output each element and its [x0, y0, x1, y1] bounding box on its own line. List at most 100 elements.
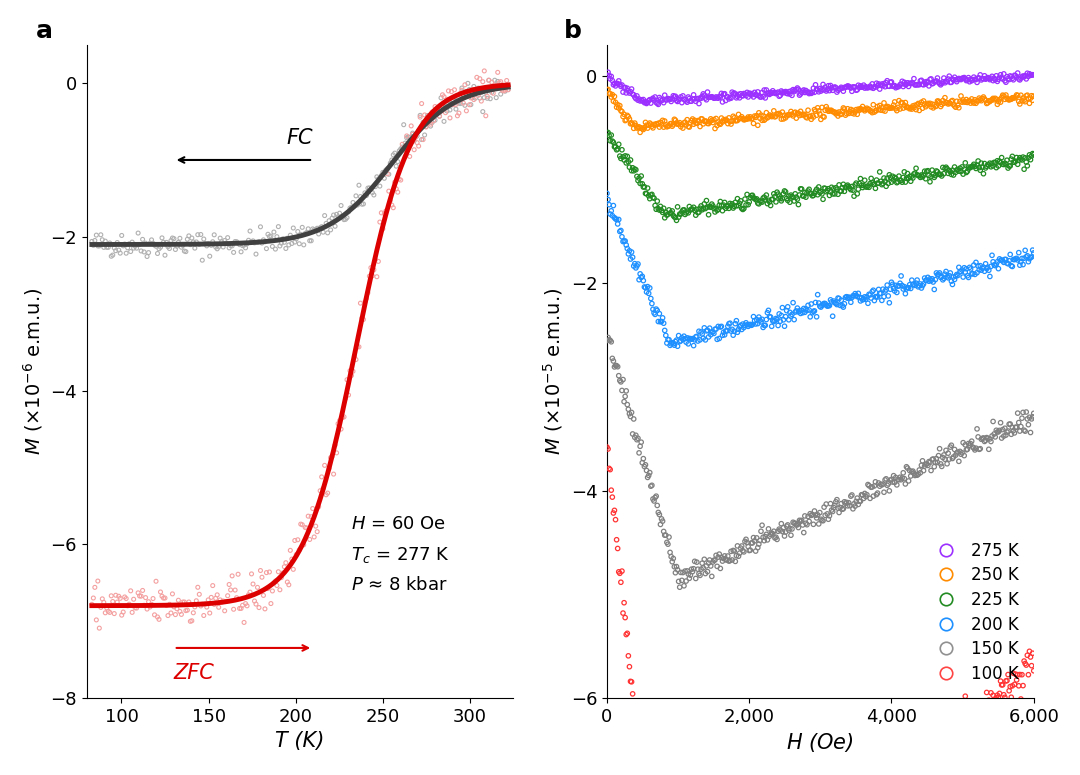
200 K [815, 298, 833, 310]
150 K [662, 550, 679, 563]
250 K [889, 102, 906, 114]
250 K [798, 112, 815, 124]
250 K [905, 102, 922, 114]
250 K [940, 98, 957, 110]
Point [376, 172, 393, 184]
275 K [629, 90, 646, 102]
275 K [986, 72, 1003, 84]
225 K [785, 195, 802, 207]
275 K [664, 90, 681, 102]
Point [165, 601, 183, 613]
275 K [1022, 69, 1039, 81]
150 K [674, 567, 691, 579]
Point [336, 411, 353, 423]
150 K [748, 532, 766, 544]
100 K [1015, 655, 1032, 667]
200 K [739, 319, 756, 331]
250 K [975, 91, 993, 103]
275 K [960, 71, 977, 84]
150 K [841, 499, 859, 512]
250 K [862, 105, 879, 117]
Point [210, 601, 227, 614]
275 K [958, 74, 975, 87]
250 K [961, 95, 978, 107]
Point [104, 595, 121, 608]
275 K [747, 88, 765, 101]
200 K [804, 307, 821, 319]
Point [298, 226, 315, 239]
Point [87, 614, 105, 626]
275 K [627, 92, 645, 105]
225 K [833, 185, 850, 198]
250 K [740, 111, 757, 123]
Point [349, 199, 366, 212]
225 K [987, 161, 1004, 174]
Point [203, 591, 220, 604]
150 K [838, 496, 855, 508]
Point [495, 84, 512, 97]
275 K [729, 91, 746, 103]
150 K [800, 515, 818, 528]
200 K [631, 274, 648, 286]
275 K [689, 92, 706, 105]
275 K [820, 80, 837, 92]
Point [316, 459, 334, 471]
150 K [766, 525, 783, 537]
150 K [877, 473, 894, 485]
250 K [746, 110, 764, 122]
225 K [700, 208, 717, 221]
150 K [791, 514, 808, 526]
Point [387, 147, 404, 160]
275 K [874, 78, 891, 90]
275 K [660, 93, 677, 105]
225 K [858, 181, 875, 193]
100 K [982, 698, 999, 710]
200 K [948, 268, 966, 281]
150 K [599, 331, 617, 343]
225 K [956, 163, 973, 175]
275 K [886, 79, 903, 91]
200 K [612, 224, 630, 236]
Point [291, 238, 308, 250]
275 K [1007, 70, 1024, 82]
150 K [653, 512, 671, 525]
200 K [887, 279, 904, 291]
Point [348, 190, 365, 202]
275 K [909, 78, 927, 91]
Point [285, 563, 302, 576]
225 K [897, 172, 915, 184]
225 K [664, 209, 681, 222]
100 K [627, 732, 645, 744]
Point [362, 261, 379, 274]
Point [477, 86, 495, 98]
Text: FC: FC [286, 129, 313, 149]
150 K [671, 581, 688, 594]
200 K [606, 212, 623, 224]
Point [374, 166, 391, 178]
Point [309, 222, 326, 235]
Point [172, 605, 189, 618]
250 K [825, 105, 842, 118]
150 K [650, 506, 667, 518]
275 K [814, 78, 832, 91]
250 K [934, 95, 951, 107]
225 K [769, 188, 786, 200]
275 K [840, 80, 858, 92]
250 K [679, 120, 697, 133]
150 K [810, 518, 827, 530]
225 K [948, 164, 966, 176]
150 K [657, 529, 674, 542]
150 K [661, 546, 678, 559]
100 K [930, 754, 947, 766]
150 K [956, 449, 973, 462]
275 K [906, 79, 923, 91]
225 K [602, 135, 619, 147]
Point [96, 235, 113, 247]
150 K [812, 513, 829, 525]
200 K [1015, 252, 1032, 264]
275 K [630, 94, 647, 106]
Point [306, 531, 323, 543]
150 K [688, 556, 705, 568]
250 K [864, 106, 881, 119]
Point [270, 566, 287, 578]
